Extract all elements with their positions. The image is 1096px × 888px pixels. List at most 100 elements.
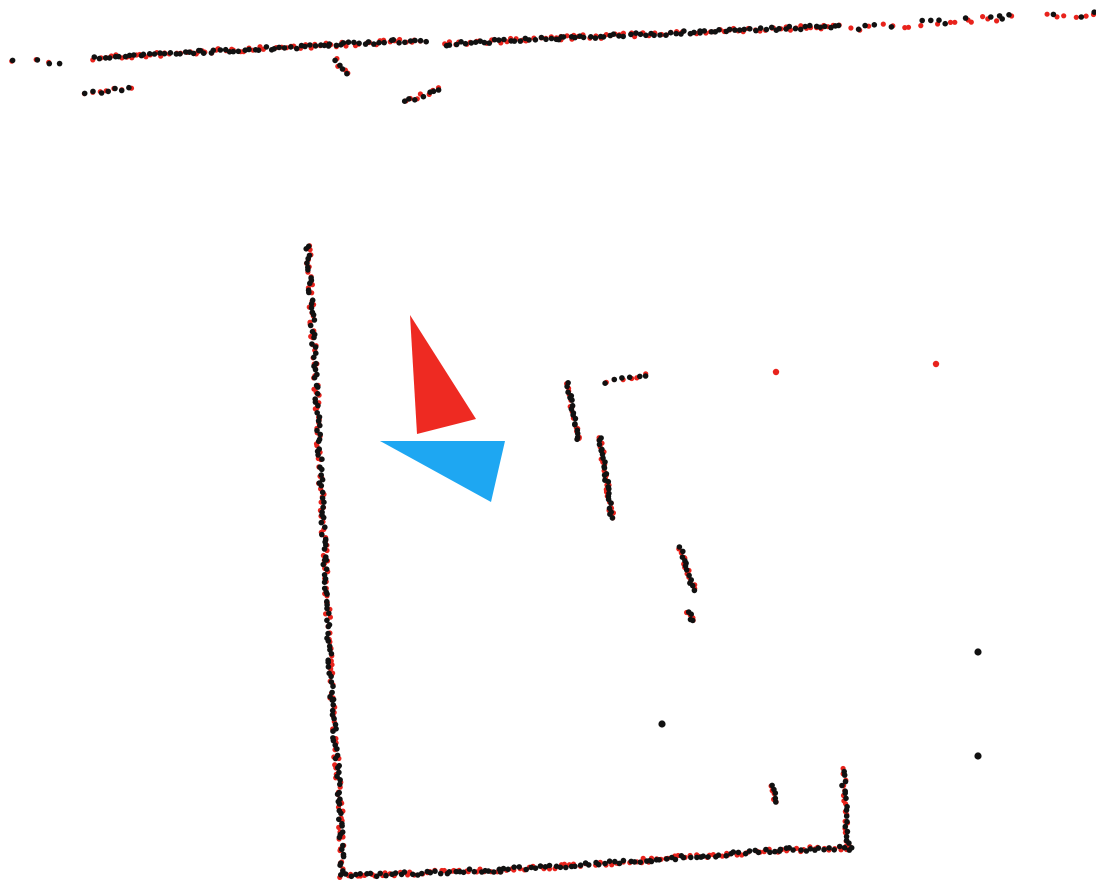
- scan-b-point: [691, 30, 697, 36]
- scan-b-point: [105, 89, 111, 95]
- scan-b-point: [621, 858, 627, 864]
- scan-b-point: [317, 432, 323, 438]
- scan-b-point: [572, 422, 578, 428]
- scan-b-point: [316, 439, 322, 445]
- scan-b-point: [564, 384, 570, 390]
- scan-b-point: [231, 49, 237, 55]
- scan-b-point: [421, 94, 427, 100]
- scan-b-point: [294, 46, 300, 52]
- scan-b-point: [593, 35, 599, 41]
- scan-b-point: [447, 869, 453, 875]
- scan-b-point: [313, 43, 319, 49]
- scan-b-point: [716, 27, 722, 33]
- scan-b-point: [467, 866, 473, 872]
- scan-b-point: [319, 467, 325, 473]
- scan-b-point: [690, 583, 696, 589]
- scan-b-point: [311, 355, 317, 361]
- scan-b-point: [335, 765, 341, 771]
- scan-b-point: [333, 756, 339, 762]
- scan-b-point: [162, 51, 168, 57]
- scan-b-point: [790, 847, 796, 853]
- scan-b-point: [606, 479, 612, 485]
- scan-b-point: [436, 87, 442, 93]
- scan-b-point: [303, 246, 309, 252]
- scan-b-point: [793, 26, 799, 32]
- scan-a-point: [906, 25, 911, 30]
- scan-b-point: [688, 855, 694, 861]
- scan-b-point: [461, 870, 467, 876]
- scan-a-point: [881, 22, 886, 27]
- scan-b-point: [597, 442, 603, 448]
- scan-b-point: [767, 850, 773, 856]
- scan-b-point: [844, 813, 850, 819]
- scan-b-point: [663, 32, 669, 38]
- scan-b-point: [337, 835, 343, 841]
- scan-b-point: [326, 664, 332, 670]
- scan-b-point: [312, 375, 318, 381]
- scan-b-point: [620, 34, 626, 40]
- scan-b-point: [315, 384, 321, 390]
- scan-b-point: [842, 772, 848, 778]
- scan-b-point: [491, 869, 497, 875]
- scan-b-point: [337, 782, 343, 788]
- scan-b-point: [288, 44, 294, 50]
- scan-b-point: [581, 35, 587, 41]
- scan-b-point: [412, 97, 418, 103]
- scan-b-point: [942, 21, 948, 27]
- scan-b-point: [928, 18, 934, 24]
- scan-b-point: [518, 38, 524, 44]
- scan-b-point: [315, 391, 321, 397]
- scan-b-point: [126, 85, 132, 91]
- scan-b-point: [335, 791, 341, 797]
- scan-b-point: [831, 847, 837, 853]
- scan-b-point: [677, 544, 683, 550]
- scan-b-point: [963, 15, 969, 21]
- scan-b-point: [643, 373, 649, 379]
- scan-b-point: [322, 579, 328, 585]
- scan-b-point: [505, 867, 511, 873]
- scan-b-point: [843, 824, 849, 830]
- scan-b-point: [547, 863, 553, 869]
- scan-b-point: [732, 27, 738, 33]
- scan-b-point: [311, 312, 317, 318]
- scan-b-point: [872, 22, 878, 28]
- scan-b-point: [357, 871, 363, 877]
- scan-b-point: [716, 852, 722, 858]
- scan-b-point: [211, 48, 217, 54]
- scan-b-point: [329, 651, 335, 657]
- scan-b-point: [330, 728, 336, 734]
- scan-a-point: [848, 25, 853, 30]
- scan-b-point: [836, 23, 842, 29]
- scan-b-point: [601, 34, 607, 40]
- scan-b-point: [330, 684, 336, 690]
- scan-b-point: [486, 868, 492, 874]
- scan-b-point: [325, 631, 331, 637]
- scan-b-point: [377, 871, 383, 877]
- scan-b-point: [402, 40, 408, 46]
- scan-b-point: [684, 567, 690, 573]
- scan-b-point: [313, 367, 319, 373]
- scan-b-point: [602, 380, 608, 386]
- scan-b-point: [543, 37, 549, 43]
- scan-b-point: [764, 27, 770, 33]
- scan-b-point: [473, 39, 479, 45]
- scan-b-point: [807, 23, 813, 29]
- scan-b-point: [322, 546, 328, 552]
- scan-b-point: [845, 829, 851, 835]
- scan-b-point: [821, 847, 827, 853]
- scan-b-point: [324, 591, 330, 597]
- scan-b-point: [319, 456, 325, 462]
- scan-a-point: [1061, 13, 1066, 18]
- scan-b-point: [423, 39, 429, 45]
- scan-b-point: [647, 858, 653, 864]
- scan-b-point: [561, 34, 567, 40]
- scan-b-point: [638, 32, 644, 38]
- scan-b-point: [862, 23, 868, 29]
- scan-b-point: [116, 54, 122, 60]
- scan-b-point: [673, 31, 679, 37]
- scan-a-point: [918, 23, 923, 28]
- scan-b-point: [406, 96, 412, 102]
- scan-b-point: [727, 27, 733, 33]
- scan-b-point: [201, 50, 207, 56]
